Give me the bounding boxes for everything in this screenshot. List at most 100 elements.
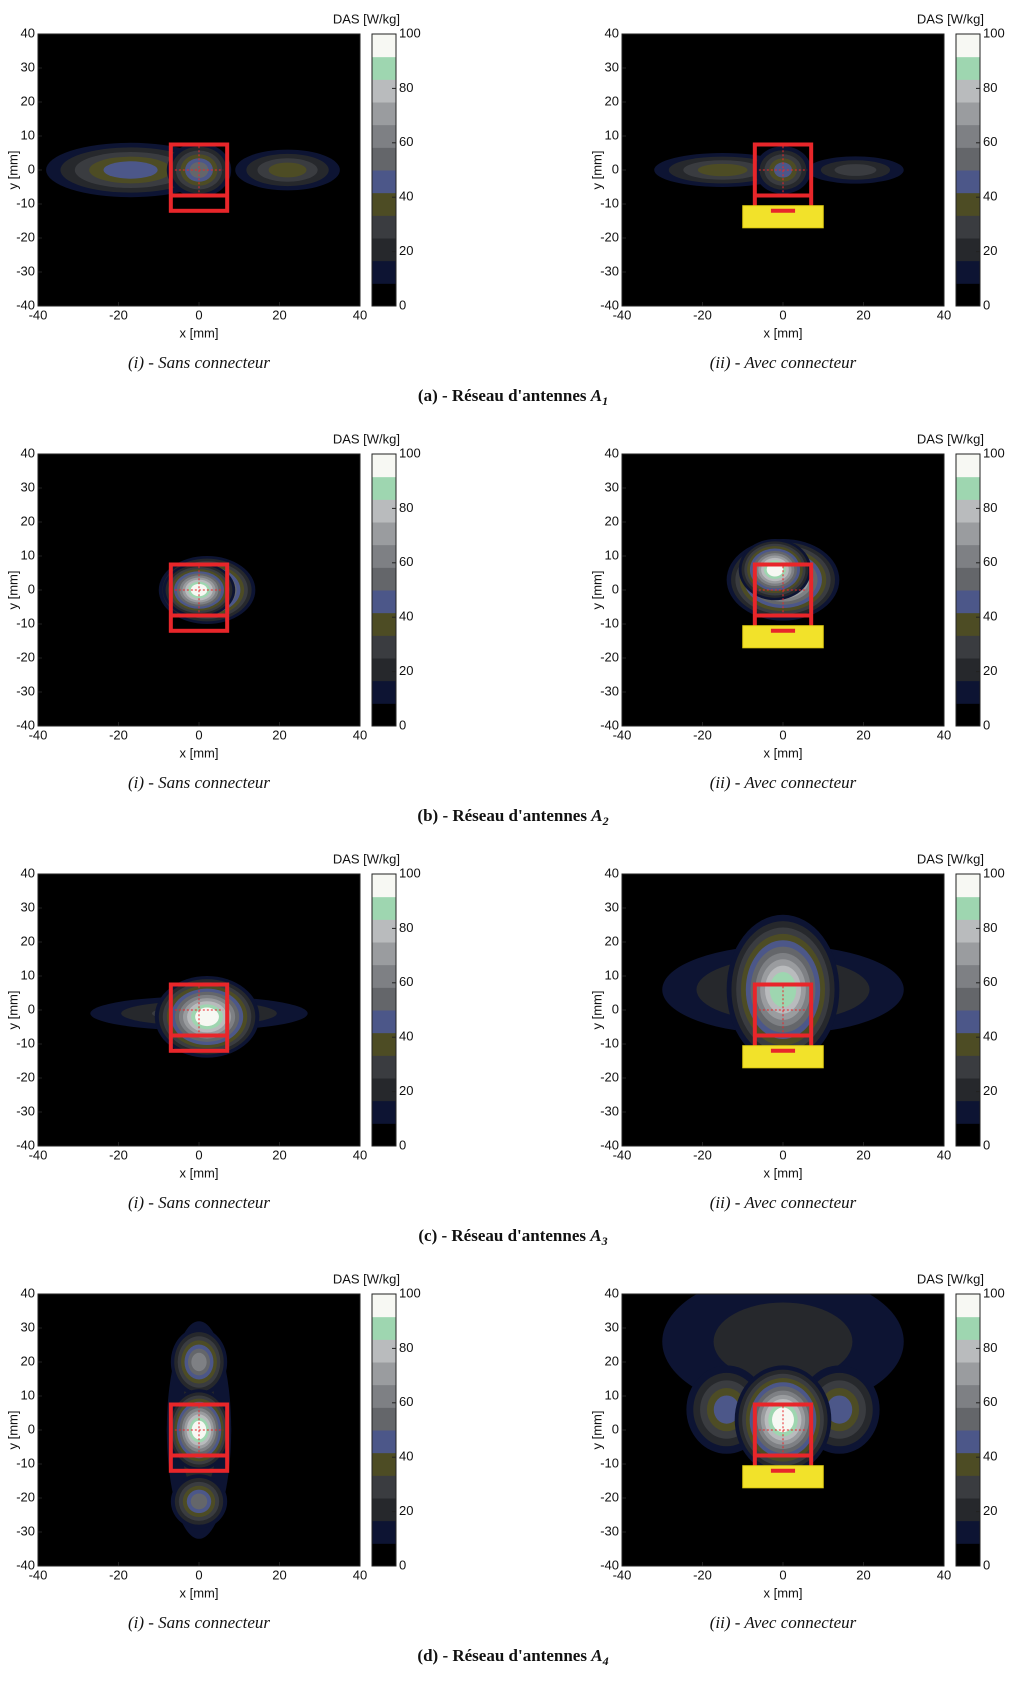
colorbar-tick-label: 80 <box>983 1340 997 1355</box>
y-tick-label: -30 <box>16 1523 35 1538</box>
colorbar-band <box>956 102 980 126</box>
y-tick-label: 10 <box>21 127 35 142</box>
y-tick-label: -20 <box>600 1489 619 1504</box>
colorbar-label: DAS [W/kg] <box>333 11 400 26</box>
colorbar-tick-label: 0 <box>983 717 990 732</box>
colorbar-tick-label: 80 <box>983 80 997 95</box>
y-tick-label: 30 <box>21 899 35 914</box>
connector <box>742 1045 824 1069</box>
colorbar-band <box>372 703 396 727</box>
colorbar-band <box>956 544 980 568</box>
colorbar-band <box>956 942 980 966</box>
caption-subscript: 3 <box>601 1234 608 1248</box>
colorbar-band <box>372 170 396 194</box>
colorbar-tick-label: 80 <box>399 1340 413 1355</box>
panel-caption: (ii) - Avec connecteur <box>710 353 857 372</box>
colorbar-band <box>372 102 396 126</box>
colorbar-tick-label: 100 <box>399 865 421 880</box>
colorbar-band <box>956 1543 980 1567</box>
colorbar-band <box>372 964 396 988</box>
colorbar-label: DAS [W/kg] <box>917 851 984 866</box>
y-tick-label: 0 <box>28 161 35 176</box>
colorbar-label: DAS [W/kg] <box>333 851 400 866</box>
colorbar-band <box>956 680 980 704</box>
y-tick-label: 30 <box>605 479 619 494</box>
y-tick-label: -30 <box>600 1103 619 1118</box>
panel-caption: (i) - Sans connecteur <box>128 353 270 372</box>
colorbar-tick-label: 0 <box>399 1557 406 1572</box>
x-tick-label: 20 <box>272 1147 286 1162</box>
x-tick-label: 40 <box>353 727 367 742</box>
colorbar-tick-label: 0 <box>983 297 990 312</box>
y-tick-label: 20 <box>605 513 619 528</box>
colorbar-band <box>956 238 980 262</box>
colorbar-band <box>372 896 396 920</box>
colorbar-band <box>956 1362 980 1386</box>
colorbar-band <box>956 476 980 500</box>
y-tick-label: 40 <box>21 1285 35 1300</box>
y-tick-label: -40 <box>600 717 619 732</box>
figure-caption: (c) - Réseau d'antennes A3 <box>418 1226 607 1248</box>
colorbar-band <box>956 192 980 216</box>
x-tick-label: 40 <box>937 727 951 742</box>
connector <box>742 1465 824 1489</box>
colorbar-band <box>372 919 396 943</box>
antenna <box>168 562 230 633</box>
colorbar-tick-label: 0 <box>983 1137 990 1152</box>
x-label: x [mm] <box>764 1585 803 1600</box>
colorbar-band <box>372 1543 396 1567</box>
colorbar-band <box>956 1032 980 1056</box>
y-tick-label: 0 <box>612 1001 619 1016</box>
colorbar-band <box>372 56 396 80</box>
colorbar-tick-label: 20 <box>983 1503 997 1518</box>
x-tick-label: -40 <box>613 307 632 322</box>
x-label: x [mm] <box>180 1585 219 1600</box>
y-tick-label: 10 <box>605 547 619 562</box>
colorbar-tick-label: 20 <box>983 663 997 678</box>
colorbar-band <box>956 1430 980 1454</box>
x-label: x [mm] <box>764 325 803 340</box>
colorbar-tick-label: 60 <box>399 1394 413 1409</box>
colorbar-tick-label: 60 <box>399 554 413 569</box>
colorbar-band <box>372 1123 396 1147</box>
plot-area <box>38 874 360 1146</box>
colorbar-band <box>956 499 980 523</box>
y-tick-label: -10 <box>600 615 619 630</box>
colorbar-tick-label: 20 <box>399 1503 413 1518</box>
colorbar-band <box>372 1520 396 1544</box>
colorbar-band <box>372 1078 396 1102</box>
colorbar-band <box>372 1475 396 1499</box>
colorbar-tick-label: 80 <box>399 920 413 935</box>
colorbar-band <box>372 522 396 546</box>
colorbar-band <box>372 590 396 614</box>
caption-symbol: A <box>590 386 602 405</box>
colorbar-tick-label: 60 <box>983 554 997 569</box>
y-tick-label: -30 <box>600 1523 619 1538</box>
y-tick-label: 10 <box>21 547 35 562</box>
y-label: y [mm] <box>5 571 20 610</box>
colorbar-band <box>956 1339 980 1363</box>
y-tick-label: 0 <box>612 161 619 176</box>
x-label: x [mm] <box>764 1165 803 1180</box>
y-tick-label: -20 <box>600 229 619 244</box>
colorbar-band <box>956 124 980 148</box>
y-label: y [mm] <box>589 571 604 610</box>
colorbar-band <box>956 1475 980 1499</box>
y-tick-label: 20 <box>605 1353 619 1368</box>
colorbar-band <box>956 170 980 194</box>
y-label: y [mm] <box>5 991 20 1030</box>
antenna <box>168 982 230 1053</box>
y-tick-label: 40 <box>21 865 35 880</box>
colorbar-band <box>956 1384 980 1408</box>
colorbar-label: DAS [W/kg] <box>917 1271 984 1286</box>
colorbar-frame <box>955 33 981 307</box>
colorbar-tick-label: 40 <box>399 1029 413 1044</box>
colorbar-tick-label: 20 <box>983 1083 997 1098</box>
colorbar-tick-label: 100 <box>983 445 1005 460</box>
y-tick-label: -10 <box>600 1035 619 1050</box>
y-tick-label: 40 <box>605 1285 619 1300</box>
colorbar-frame <box>955 873 981 1147</box>
colorbar-band <box>372 124 396 148</box>
plot-area <box>622 1294 944 1566</box>
